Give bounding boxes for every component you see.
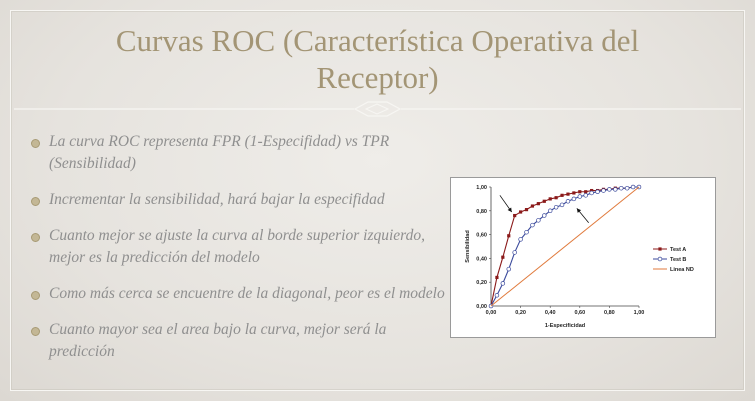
bullet-text: Incrementar la sensibilidad, hará bajar … xyxy=(49,191,385,208)
data-point-test-a xyxy=(501,255,505,259)
slide-title: Curvas ROC (Característica Operativa del… xyxy=(115,23,640,95)
data-point-test-b xyxy=(542,213,547,218)
data-point-test-a xyxy=(513,213,517,218)
y-tick-label: 0,00 xyxy=(476,304,487,310)
data-point-test-b xyxy=(624,185,630,191)
data-point-test-b xyxy=(536,218,541,223)
bullet-dot-icon xyxy=(31,233,40,242)
bullet-text: La curva ROC representa FPR (1-Especifid… xyxy=(49,133,390,172)
data-point-test-a xyxy=(542,199,546,203)
y-tick-label: 0,20 xyxy=(476,280,487,286)
bullet-dot-icon xyxy=(31,327,40,336)
x-tick-label: 0,40 xyxy=(545,310,556,316)
bullet-item: Incrementar la sensibilidad, hará bajar … xyxy=(31,189,451,211)
x-tick-label: 0,00 xyxy=(486,310,497,316)
data-point-test-b xyxy=(547,208,553,214)
bullet-item: La curva ROC representa FPR (1-Especifid… xyxy=(31,131,451,175)
data-point-test-a xyxy=(507,234,511,238)
data-point-test-a xyxy=(578,190,582,194)
x-tick-label: 0,80 xyxy=(604,310,615,316)
data-point-test-b xyxy=(607,187,612,192)
y-tick-label: 0,60 xyxy=(476,233,487,239)
data-point-test-b xyxy=(583,193,588,198)
data-point-test-a xyxy=(560,193,564,197)
data-point-test-a xyxy=(554,196,558,200)
data-point-test-b xyxy=(618,185,624,191)
data-point-test-a xyxy=(519,210,523,214)
arrowhead-icon xyxy=(507,207,512,212)
data-point-test-b xyxy=(500,281,506,286)
data-point-test-b xyxy=(577,194,583,199)
y-axis-label: Sensibilidad xyxy=(465,230,471,262)
data-point-test-a xyxy=(524,208,529,212)
bullet-text: Cuanto mejor se ajuste la curva al borde… xyxy=(49,227,425,266)
x-tick-label: 0,20 xyxy=(515,310,526,316)
bullet-dot-icon xyxy=(31,291,40,300)
data-point-test-b xyxy=(601,188,606,193)
legend-marker xyxy=(658,247,662,251)
data-point-test-a xyxy=(566,192,570,196)
title-divider xyxy=(14,101,741,117)
roc-chart: 0,00 0,20 0,40 0,60 0,80 1,00 0,00 0,20 0,40 0,60… xyxy=(450,177,716,338)
data-point-test-b xyxy=(530,222,535,228)
roc-chart-svg: 0,00 0,20 0,40 0,60 0,80 1,00 0,00 0,20 0,40 0,60… xyxy=(465,184,694,329)
data-point-test-b xyxy=(565,199,571,204)
bullet-text: Cuanto mayor sea el area bajo la curva, … xyxy=(49,321,387,360)
arrowhead-icon xyxy=(576,208,582,213)
x-axis-label: 1-Especificidad xyxy=(545,323,585,329)
bullet-item: Como más cerca se encuentre de la diagon… xyxy=(31,283,451,305)
data-point-test-a xyxy=(548,197,552,201)
y-tick-label: 0,40 xyxy=(476,256,487,262)
slide-frame xyxy=(10,10,745,391)
bullet-text: Como más cerca se encuentre de la diagon… xyxy=(49,285,445,302)
data-point-test-a xyxy=(590,188,594,193)
y-tick-label: 0,80 xyxy=(476,209,487,215)
data-point-test-b xyxy=(512,250,517,255)
data-point-test-b xyxy=(595,189,600,195)
data-point-test-b xyxy=(494,293,500,298)
x-tick-label: 1,00 xyxy=(634,310,645,316)
data-point-test-b xyxy=(553,204,559,210)
bullet-item: Cuanto mayor sea el area bajo la curva, … xyxy=(31,319,451,363)
data-point-test-b xyxy=(559,202,565,208)
data-point-test-b xyxy=(518,237,523,242)
data-point-test-b xyxy=(506,266,512,272)
legend-label: Linea ND xyxy=(670,267,694,273)
data-point-test-b xyxy=(613,187,618,192)
x-tick-label: 0,60 xyxy=(574,310,585,316)
data-point-test-b xyxy=(524,229,529,235)
legend-label: Test A xyxy=(670,247,686,253)
y-tick-label: 1,00 xyxy=(476,185,487,191)
data-point-test-b xyxy=(571,196,577,202)
data-point-test-a xyxy=(572,191,576,195)
series-line-linea-nd xyxy=(490,186,640,307)
legend-label: Test B xyxy=(670,257,686,263)
data-point-test-a xyxy=(584,190,588,194)
data-point-test-b xyxy=(630,184,636,190)
data-point-test-a xyxy=(495,275,499,280)
data-point-test-a xyxy=(536,202,540,206)
bullet-list: La curva ROC representa FPR (1-Especifid… xyxy=(31,131,451,377)
legend-marker xyxy=(657,256,663,262)
data-point-test-a xyxy=(530,204,535,208)
bullet-dot-icon xyxy=(31,197,40,206)
bullet-dot-icon xyxy=(31,139,40,148)
bullet-item: Cuanto mejor se ajuste la curva al borde… xyxy=(31,225,451,269)
data-point-test-b xyxy=(589,190,594,196)
